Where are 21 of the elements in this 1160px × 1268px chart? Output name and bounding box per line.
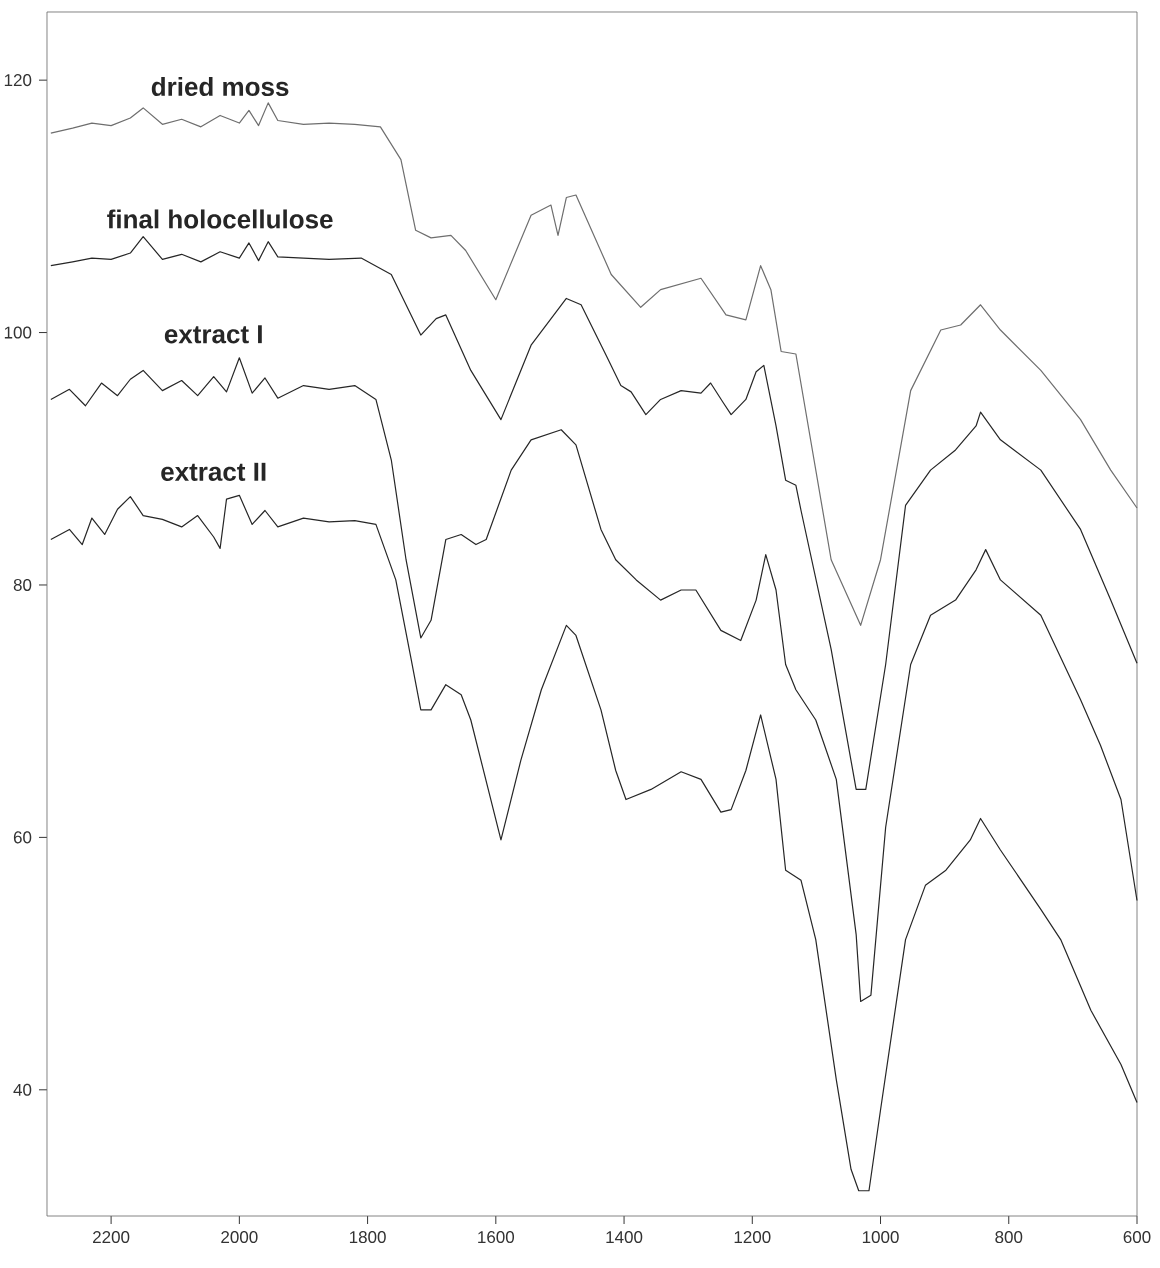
x-tick-label: 1600 <box>478 1231 515 1244</box>
y-tick-label: 60 <box>13 831 32 844</box>
series-label: dried moss <box>151 76 289 97</box>
y-tick-label: 80 <box>13 578 32 591</box>
x-tick-label: 1400 <box>606 1231 643 1244</box>
x-tick-label: 2000 <box>221 1231 258 1244</box>
y-tick-label: 100 <box>4 326 32 339</box>
line-series <box>50 494 1138 1192</box>
y-tick-label: 120 <box>4 74 32 87</box>
x-tick-label: 600 <box>1123 1231 1151 1244</box>
series-label: final holocellulose <box>107 209 333 229</box>
x-tick-label: 800 <box>995 1231 1023 1244</box>
x-tick-label: 1000 <box>862 1231 899 1244</box>
x-tick-label: 2200 <box>93 1231 130 1244</box>
y-tick-label: 40 <box>13 1083 32 1096</box>
x-tick-label: 1200 <box>734 1231 771 1244</box>
x-tick-label: 1800 <box>349 1231 386 1244</box>
line-series <box>50 236 1138 791</box>
line-series <box>50 357 1138 1003</box>
series-label: extract I <box>164 325 262 344</box>
series-label: extract II <box>161 462 266 481</box>
